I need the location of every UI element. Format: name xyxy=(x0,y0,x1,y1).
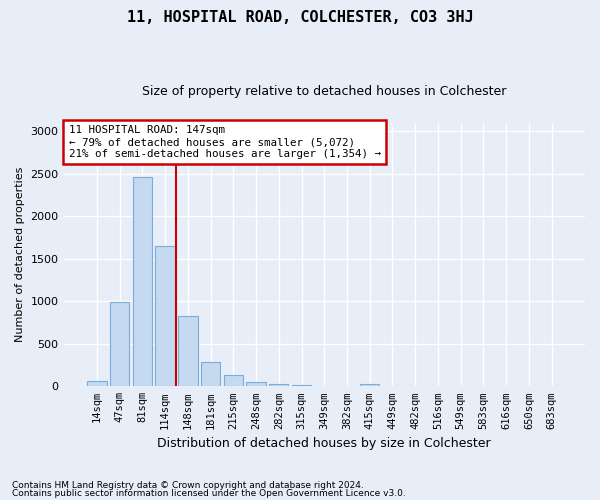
X-axis label: Distribution of detached houses by size in Colchester: Distribution of detached houses by size … xyxy=(157,437,491,450)
Bar xyxy=(360,384,379,386)
Bar xyxy=(292,384,311,386)
Bar xyxy=(155,246,175,386)
Bar xyxy=(133,177,152,386)
Title: Size of property relative to detached houses in Colchester: Size of property relative to detached ho… xyxy=(142,85,506,98)
Bar xyxy=(178,316,197,386)
Y-axis label: Number of detached properties: Number of detached properties xyxy=(15,167,25,342)
Bar xyxy=(201,362,220,386)
Text: Contains HM Land Registry data © Crown copyright and database right 2024.: Contains HM Land Registry data © Crown c… xyxy=(12,481,364,490)
Text: 11, HOSPITAL ROAD, COLCHESTER, CO3 3HJ: 11, HOSPITAL ROAD, COLCHESTER, CO3 3HJ xyxy=(127,10,473,25)
Text: 11 HOSPITAL ROAD: 147sqm
← 79% of detached houses are smaller (5,072)
21% of sem: 11 HOSPITAL ROAD: 147sqm ← 79% of detach… xyxy=(69,126,381,158)
Text: Contains public sector information licensed under the Open Government Licence v3: Contains public sector information licen… xyxy=(12,488,406,498)
Bar xyxy=(224,376,243,386)
Bar xyxy=(269,384,289,386)
Bar xyxy=(110,302,130,386)
Bar xyxy=(87,381,107,386)
Bar xyxy=(247,382,266,386)
